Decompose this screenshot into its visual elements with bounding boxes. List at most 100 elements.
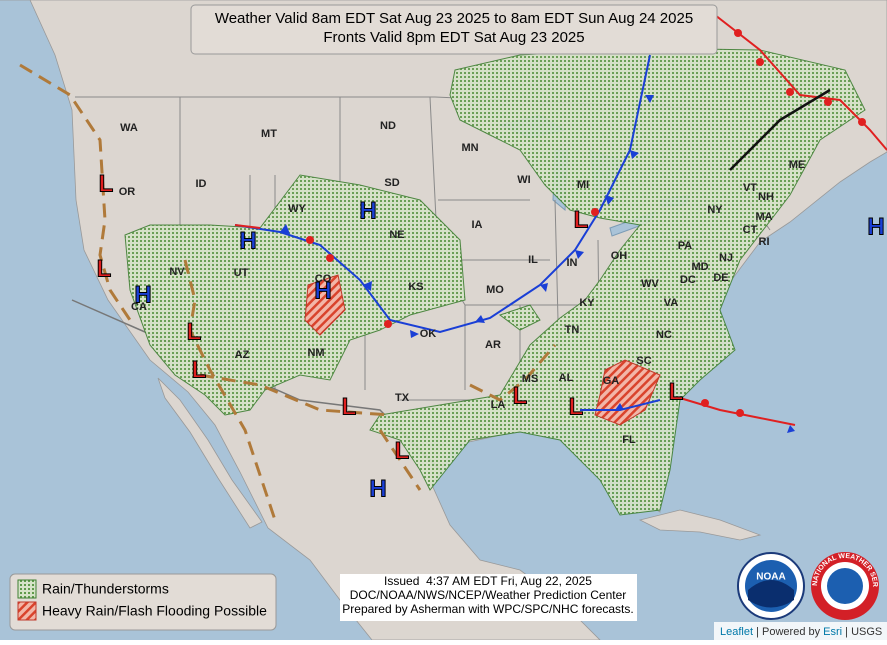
pressure-center: L <box>574 206 589 233</box>
cuba <box>638 509 762 541</box>
state-label: KS <box>408 281 423 293</box>
state-label: NE <box>389 229 404 241</box>
attribution-link[interactable]: Leaflet <box>720 626 756 638</box>
attribution-text: | <box>756 626 762 638</box>
pressure-center: H <box>867 213 884 240</box>
noaa-text: NOAA <box>756 572 785 583</box>
state-label: NV <box>169 266 185 278</box>
state-label: NC <box>656 329 672 341</box>
issued-box: Issued 4:37 AM EDT Fri, Aug 22, 2025 DOC… <box>340 574 637 621</box>
pressure-center: L <box>395 437 410 464</box>
state-label: MS <box>522 373 539 385</box>
legend-background <box>9 573 277 631</box>
legend-swatch <box>17 579 37 599</box>
pressure-center: H <box>134 281 151 308</box>
state-label: MA <box>755 211 772 223</box>
state-label: AL <box>559 372 574 384</box>
state-label: WA <box>120 122 138 134</box>
state-label: TX <box>395 392 410 404</box>
state-label: DE <box>713 272 728 284</box>
issued-line: DOC/NOAA/NWS/NCEP/Weather Prediction Cen… <box>350 588 627 602</box>
state-label: WV <box>641 278 659 290</box>
state-label: SC <box>636 355 651 367</box>
state-label: OK <box>420 328 437 340</box>
legend-swatch <box>17 601 37 621</box>
title-background <box>190 4 718 55</box>
pressure-center: H <box>314 277 331 304</box>
pressure-center: L <box>513 382 528 409</box>
state-labels: WA OR CA NV ID MT WY UT CO AZ NM ND SD NE KS OK TX MN IA MO… <box>119 120 806 446</box>
state-label: CT <box>743 224 758 236</box>
baja <box>157 377 263 529</box>
state-label: DC <box>680 274 696 286</box>
pressure-center: L <box>192 356 207 383</box>
pressure-center: H <box>359 197 376 224</box>
state-label: TN <box>565 324 580 336</box>
state-label: PA <box>678 240 693 252</box>
state-label: NM <box>307 347 324 359</box>
pressure-center: L <box>569 393 584 420</box>
state-label: OH <box>611 250 628 262</box>
attribution-link[interactable]: Esri <box>823 626 845 638</box>
state-label: OR <box>119 186 136 198</box>
attribution: Leaflet | Powered by Esri | USGS <box>720 626 882 638</box>
attribution-background <box>714 622 887 640</box>
state-label: CA <box>131 301 147 313</box>
pressure-center: L <box>187 318 202 345</box>
front-symbols <box>280 29 866 433</box>
state-label: IN <box>567 257 578 269</box>
state-label: RI <box>759 236 770 248</box>
pressure-center: L <box>669 378 684 405</box>
state-label: AZ <box>235 349 250 361</box>
issued-line: Issued 4:37 AM EDT Fri, Aug 22, 2025 <box>384 574 592 588</box>
state-label: MN <box>461 142 478 154</box>
heavy-rain-area <box>594 359 661 426</box>
pressure-center: L <box>99 170 114 197</box>
state-label: UT <box>234 267 249 279</box>
state-label: NJ <box>719 252 733 264</box>
state-label: GA <box>603 375 620 387</box>
state-label: AR <box>485 339 501 351</box>
title-line: Fronts Valid 8pm EDT Sat Aug 23 2025 <box>323 29 584 46</box>
attribution-text: | <box>845 626 851 638</box>
pressure-center: H <box>239 227 256 254</box>
warm-front-bump <box>306 29 866 417</box>
state-label: MO <box>486 284 504 296</box>
state-label: SD <box>384 177 399 189</box>
legend: Rain/Thunderstorms Heavy Rain/Flash Floo… <box>9 573 277 631</box>
issued-line: Prepared by Asherman with WPC/SPC/NHC fo… <box>342 602 633 616</box>
state-label: KY <box>579 297 595 309</box>
state-label: WY <box>288 203 306 215</box>
state-label: NY <box>707 204 723 216</box>
heavy-rain-area <box>304 274 346 336</box>
state-label: IA <box>472 219 483 231</box>
state-label: FL <box>622 434 636 446</box>
troughs <box>19 63 557 521</box>
state-label: ND <box>380 120 396 132</box>
state-label: MT <box>261 128 277 140</box>
noaa-logo: NOAA <box>737 552 805 620</box>
pressure-center: L <box>342 393 357 420</box>
state-label: VT <box>743 182 757 194</box>
state-label: LA <box>491 399 506 411</box>
state-label: NH <box>758 191 774 203</box>
issued-background <box>340 574 637 621</box>
state-label: IL <box>528 254 538 266</box>
title-box: Weather Valid 8am EDT Sat Aug 23 2025 to… <box>190 4 718 55</box>
attribution-text: Powered by <box>762 626 823 638</box>
pressure-center: H <box>369 475 386 502</box>
legend-label: Heavy Rain/Flash Flooding Possible <box>42 603 267 619</box>
state-label: VA <box>664 297 679 309</box>
title-line: Weather Valid 8am EDT Sat Aug 23 2025 to… <box>215 10 693 27</box>
legend-label: Rain/Thunderstorms <box>42 581 169 597</box>
state-label: MI <box>577 179 589 191</box>
state-label: ID <box>196 178 207 190</box>
state-label: CO <box>315 273 332 285</box>
state-label: MD <box>691 261 708 273</box>
state-label: WI <box>517 174 530 186</box>
pressure-center: L <box>97 255 112 282</box>
state-label: ME <box>789 159 806 171</box>
attribution-text: USGS <box>851 626 882 638</box>
